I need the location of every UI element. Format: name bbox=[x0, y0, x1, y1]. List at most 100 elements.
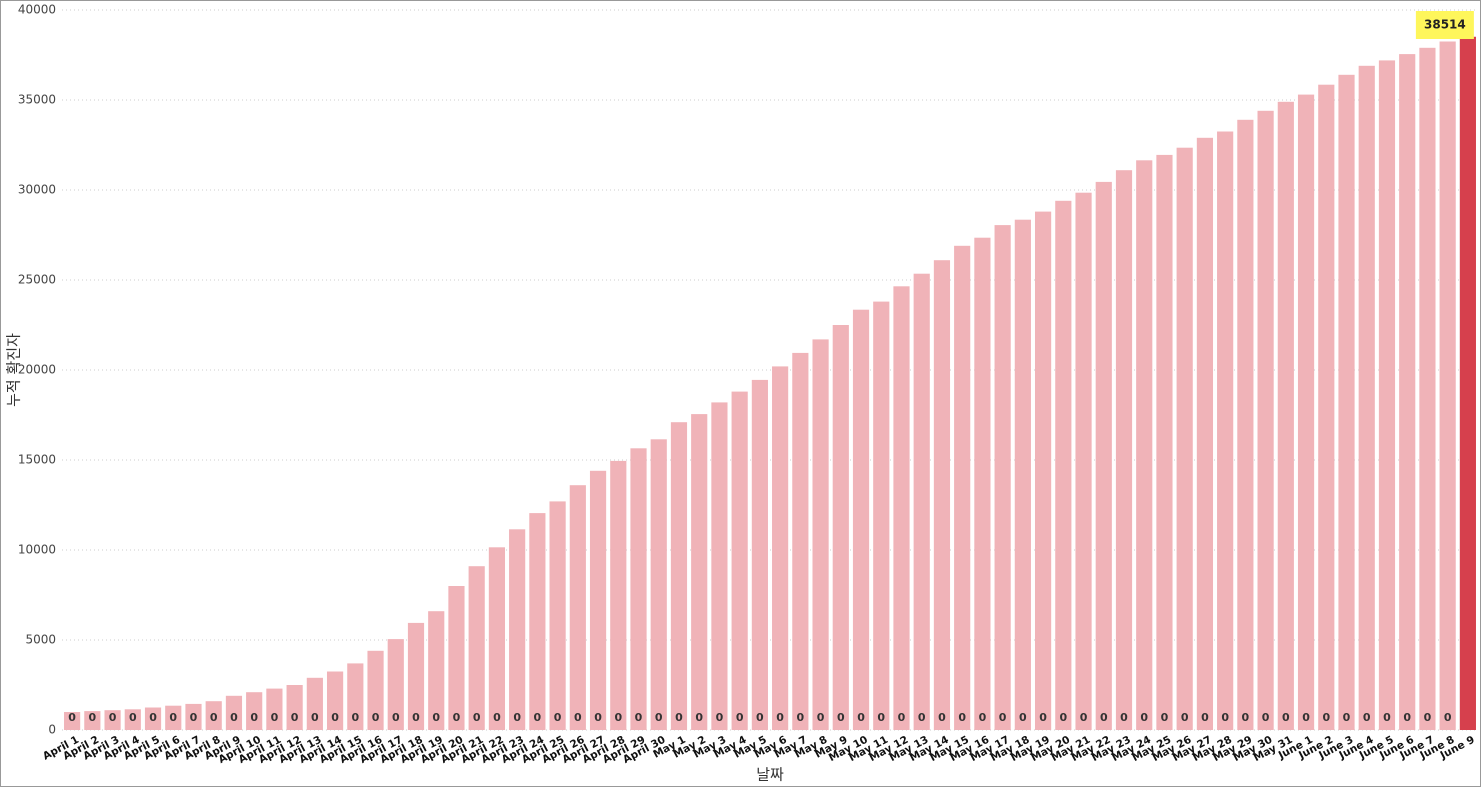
data-label: 0 bbox=[210, 711, 218, 724]
bar bbox=[1358, 65, 1375, 731]
bar bbox=[104, 710, 121, 730]
bar bbox=[1055, 200, 1072, 731]
bar bbox=[144, 707, 162, 730]
bar bbox=[387, 639, 404, 730]
bar bbox=[549, 501, 566, 730]
y-tick-label: 40000 bbox=[18, 3, 56, 17]
data-label: 38514 bbox=[1424, 18, 1466, 32]
data-label: 0 bbox=[513, 711, 521, 724]
bar bbox=[225, 695, 243, 730]
bar bbox=[610, 460, 627, 730]
bar bbox=[994, 225, 1011, 730]
bar bbox=[488, 547, 506, 730]
data-label: 0 bbox=[817, 711, 825, 724]
data-label: 0 bbox=[797, 711, 805, 724]
data-label: 0 bbox=[756, 711, 764, 724]
data-label: 0 bbox=[1080, 711, 1088, 724]
data-label: 0 bbox=[1161, 711, 1169, 724]
data-label: 0 bbox=[1282, 711, 1290, 724]
data-label: 0 bbox=[432, 711, 440, 724]
bar bbox=[509, 529, 526, 730]
data-label: 0 bbox=[149, 711, 157, 724]
bar bbox=[569, 485, 586, 730]
bar bbox=[1075, 192, 1092, 730]
y-tick-label: 5000 bbox=[25, 633, 56, 647]
bar bbox=[691, 414, 708, 730]
bar bbox=[772, 366, 789, 730]
bar bbox=[347, 663, 364, 730]
bar bbox=[650, 439, 667, 730]
data-label: 0 bbox=[291, 711, 299, 724]
bar bbox=[731, 391, 748, 730]
bar bbox=[589, 470, 607, 730]
bar bbox=[165, 705, 182, 730]
data-label: 0 bbox=[534, 711, 542, 724]
bar bbox=[954, 245, 971, 731]
data-label: 0 bbox=[918, 711, 926, 724]
bar bbox=[893, 286, 910, 730]
bar bbox=[185, 703, 202, 730]
bar bbox=[124, 709, 141, 730]
bar bbox=[529, 513, 546, 730]
data-label: 0 bbox=[372, 711, 380, 724]
data-label: 0 bbox=[1242, 711, 1250, 724]
bar bbox=[1034, 211, 1052, 731]
bar bbox=[246, 692, 263, 730]
bar bbox=[1014, 219, 1031, 730]
bar bbox=[326, 671, 344, 730]
bar bbox=[266, 688, 283, 730]
bar bbox=[751, 379, 768, 730]
x-axis-title: 날짜 bbox=[756, 766, 784, 784]
bar bbox=[630, 448, 647, 730]
data-label: 0 bbox=[1019, 711, 1027, 724]
data-label: 0 bbox=[412, 711, 420, 724]
data-label: 0 bbox=[89, 711, 97, 724]
data-label: 0 bbox=[1201, 711, 1209, 724]
data-label: 0 bbox=[877, 711, 885, 724]
data-label: 0 bbox=[675, 711, 683, 724]
data-label: 0 bbox=[1424, 711, 1432, 724]
bar bbox=[812, 339, 829, 730]
bar bbox=[1176, 147, 1193, 730]
bar bbox=[367, 650, 384, 730]
data-label: 0 bbox=[392, 711, 400, 724]
bar bbox=[852, 309, 870, 730]
data-label: 0 bbox=[453, 711, 461, 724]
bar bbox=[832, 325, 849, 730]
data-label: 0 bbox=[250, 711, 258, 724]
data-label: 0 bbox=[554, 711, 562, 724]
bar bbox=[306, 677, 323, 730]
bar bbox=[1115, 170, 1133, 730]
data-label: 0 bbox=[716, 711, 724, 724]
data-label: 0 bbox=[655, 711, 663, 724]
bar bbox=[792, 352, 809, 730]
bar bbox=[974, 237, 991, 730]
bar bbox=[1318, 84, 1335, 730]
bar bbox=[1378, 60, 1396, 730]
data-label: 0 bbox=[857, 711, 865, 724]
y-tick-label: 25000 bbox=[18, 273, 56, 287]
data-label: 0 bbox=[1140, 711, 1148, 724]
data-label: 0 bbox=[837, 711, 845, 724]
data-label: 0 bbox=[230, 711, 238, 724]
data-label: 0 bbox=[1120, 711, 1128, 724]
data-label: 0 bbox=[958, 711, 966, 724]
y-tick-label: 30000 bbox=[18, 183, 56, 197]
bar bbox=[1399, 54, 1416, 731]
data-label: 0 bbox=[109, 711, 117, 724]
bar bbox=[1095, 181, 1112, 730]
data-label: 0 bbox=[1100, 711, 1108, 724]
data-label: 0 bbox=[999, 711, 1007, 724]
data-label: 0 bbox=[331, 711, 339, 724]
data-label: 0 bbox=[271, 711, 279, 724]
bar bbox=[84, 711, 101, 730]
bar bbox=[407, 622, 425, 730]
data-label: 0 bbox=[493, 711, 501, 724]
data-label: 0 bbox=[898, 711, 906, 724]
bar bbox=[1196, 137, 1214, 731]
bar bbox=[1257, 110, 1274, 731]
bar bbox=[670, 422, 688, 730]
data-label: 0 bbox=[574, 711, 582, 724]
bar bbox=[286, 685, 303, 730]
